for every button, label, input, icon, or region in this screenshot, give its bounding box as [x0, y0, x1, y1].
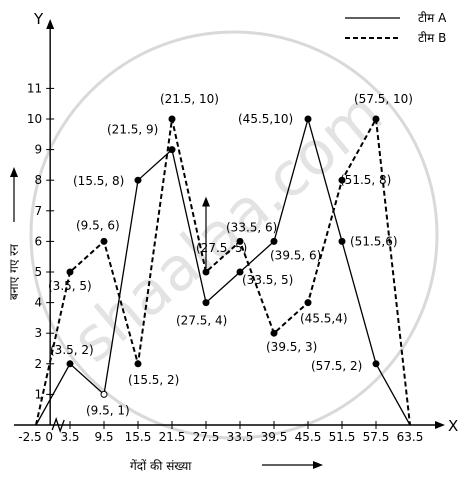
data-point-s1-9 — [338, 176, 346, 184]
data-label-s0-7: (39.5, 6) — [270, 248, 321, 262]
watermark-circle — [29, 30, 439, 440]
data-point-s1-2 — [100, 237, 108, 245]
data-point-s0-1 — [66, 360, 74, 368]
y-tick-label-9: 10 — [27, 112, 42, 126]
data-labels: (3.5, 2) (9.5, 1) (15.5, 8) (21.5, 9) (27.5,… — [48, 92, 413, 417]
x-tick-label-10: 51.5 — [329, 430, 356, 444]
x-tick-label-5: 21.5 — [159, 430, 186, 444]
x-tick-label-3: 9.5 — [94, 430, 113, 444]
y-tick-label-4: 5 — [35, 265, 43, 279]
data-point-s0-10 — [372, 360, 380, 368]
y-axis-title: बनाए गए रन — [7, 244, 21, 300]
y-tick-label-2: 3 — [35, 326, 43, 340]
legend: टीम A टीम B — [345, 11, 447, 45]
data-label-s1-1: (3.5, 5) — [48, 279, 92, 293]
data-point-s1-10 — [372, 115, 380, 123]
data-label-s1-3: (15.5, 2) — [128, 373, 179, 387]
x-tick-label-8: 39.5 — [261, 430, 288, 444]
data-point-s1-5 — [202, 268, 210, 276]
data-label-s0-1: (3.5, 2) — [50, 343, 94, 357]
data-point-s1-4 — [168, 115, 176, 123]
x-tick-label-4: 15.5 — [125, 430, 152, 444]
data-label-s0-4: (21.5, 9) — [107, 123, 158, 137]
data-label-s0-6: (33.5, 5) — [242, 273, 293, 287]
data-point-s0-6 — [236, 268, 244, 276]
x-axis-title: गेंदों की संख्या — [130, 459, 192, 473]
data-point-s1-8 — [304, 299, 312, 307]
data-label-s1-2: (9.5, 6) — [76, 218, 120, 232]
y-tick-label-0: 1 — [35, 387, 43, 401]
x-tick-label-0: -2.5 — [18, 430, 41, 444]
y-axis-letter: Y — [33, 10, 44, 28]
data-label-s0-10: (57.5, 2) — [311, 359, 362, 373]
data-point-s1-7 — [270, 329, 278, 337]
y-tick-label-7: 8 — [35, 173, 43, 187]
data-point-s1-6 — [236, 237, 244, 245]
data-label-s0-8: (45.5,10) — [238, 112, 293, 126]
x-tick-label-9: 45.5 — [295, 430, 322, 444]
data-label-s1-8: (45.5,4) — [300, 312, 348, 326]
data-label-s1-10: (57.5, 10) — [354, 92, 413, 106]
y-tick-label-10: 11 — [27, 81, 42, 95]
x-tick-label-12: 63.5 — [397, 430, 424, 444]
data-point-s1-1 — [66, 268, 74, 276]
legend-label-0: टीम A — [418, 11, 447, 25]
y-tick-label-8: 9 — [35, 143, 43, 157]
y-tick-label-5: 6 — [35, 234, 43, 248]
data-point-s0-2 — [100, 390, 108, 398]
data-label-s1-9: (51.5, 8) — [340, 173, 391, 187]
series-group — [35, 115, 411, 426]
data-point-s1-3 — [134, 360, 142, 368]
axis-break-mark — [51, 417, 65, 433]
data-label-s0-9: (51.5,6) — [350, 234, 398, 248]
x-tick-label-6: 27.5 — [193, 430, 220, 444]
data-label-s1-7: (39.5, 3) — [266, 340, 317, 354]
data-point-s0-5 — [202, 299, 210, 307]
series-line-0 — [35, 118, 411, 426]
x-axis-letter: X — [448, 417, 458, 435]
x-tick-label-7: 33.5 — [227, 430, 254, 444]
x-tick-label-1: 0 — [45, 430, 53, 444]
axes: X Y -2.5 0 3.5 9.5 15.5 21.5 27.5 33.5 39.5 45.5 51.… — [7, 10, 458, 473]
series-line-1 — [35, 118, 411, 426]
y-tick-label-6: 7 — [35, 204, 43, 218]
legend-label-1: टीम B — [418, 31, 446, 45]
data-label-s0-2: (9.5, 1) — [86, 403, 130, 417]
data-label-s1-5: (27.5, 5) — [196, 241, 247, 255]
data-point-s0-7 — [270, 237, 278, 245]
y-tick-label-3: 4 — [35, 296, 43, 310]
data-label-s0-3: (15.5, 8) — [73, 174, 124, 188]
data-point-s0-8 — [304, 115, 312, 123]
y-tick-label-1: 2 — [35, 357, 43, 371]
data-label-s1-4: (21.5, 10) — [160, 92, 219, 106]
data-point-s0-3 — [134, 176, 142, 184]
data-label-s1-6: (33.5, 6) — [226, 220, 277, 234]
data-point-s0-9 — [338, 237, 346, 245]
data-point-s0-4 — [168, 146, 176, 154]
x-tick-label-11: 57.5 — [363, 430, 390, 444]
x-tick-label-2: 3.5 — [60, 430, 79, 444]
data-label-s0-5: (27.5, 4) — [176, 314, 227, 328]
